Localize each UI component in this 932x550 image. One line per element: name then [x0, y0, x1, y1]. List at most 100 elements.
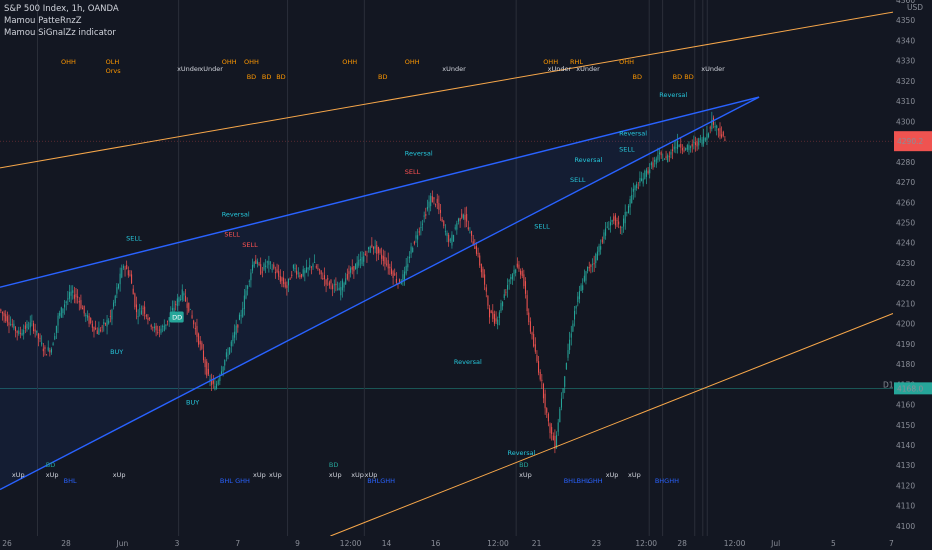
- time-tick-label: 21: [532, 539, 542, 548]
- candle-body: [431, 196, 433, 203]
- candle-body: [301, 274, 303, 277]
- candle-body: [680, 143, 682, 148]
- time-tick-label: 12:00: [487, 539, 509, 548]
- candle-body: [654, 159, 656, 162]
- candle-body: [672, 149, 674, 152]
- time-tick-label: 28: [677, 539, 687, 548]
- candle-body: [508, 280, 510, 282]
- time-tick-label: 7: [889, 539, 894, 548]
- xunder-label: xUnder: [701, 65, 725, 73]
- trend-lines[interactable]: [0, 11, 894, 537]
- time-tick-label: 23: [592, 539, 602, 548]
- candle-body: [386, 263, 388, 265]
- candle-body: [98, 328, 100, 335]
- candle-body: [327, 278, 329, 280]
- candle-body: [62, 308, 64, 314]
- candle-body: [225, 352, 227, 358]
- signal-label: SELL: [619, 146, 635, 154]
- candlestick-series: [0, 111, 726, 454]
- bottom-pattern-label: xUp: [46, 471, 59, 479]
- candle-body: [402, 274, 404, 282]
- time-tick-label: 28: [61, 539, 71, 548]
- candle-body: [258, 263, 260, 265]
- candle-body: [322, 278, 324, 280]
- candle-body: [379, 249, 381, 253]
- candle-body: [119, 273, 121, 285]
- symbol-title[interactable]: S&P 500 Index, 1h, OANDA: [4, 4, 119, 14]
- candle-body: [500, 303, 502, 312]
- price-tick-label: 4150: [896, 421, 915, 430]
- candle-body: [157, 331, 159, 333]
- candle-body: [647, 170, 649, 174]
- candle-body: [544, 393, 546, 409]
- candle-body: [139, 308, 141, 310]
- level-line-label: D1: [883, 380, 894, 389]
- price-axis[interactable]: 4100411041204130414041504160417041804190…: [883, 0, 932, 550]
- top-pattern-label: BD: [632, 73, 641, 81]
- indicator-signalzz[interactable]: Mamou SiGnalZz indicator: [4, 28, 116, 38]
- bottom-pattern-label: BHLGHH: [367, 477, 395, 485]
- candle-body: [405, 265, 407, 274]
- bottom-pattern-label: BHLBHL: [564, 477, 590, 485]
- candle-body: [659, 152, 661, 155]
- candle-body: [309, 265, 311, 268]
- candle-body: [423, 215, 425, 217]
- candle-body: [348, 271, 350, 275]
- candle-body: [711, 119, 713, 130]
- candle-body: [462, 214, 464, 219]
- candle-body: [372, 246, 375, 250]
- candle-body: [57, 315, 59, 326]
- candle-body: [238, 314, 240, 320]
- candle-body: [430, 195, 432, 207]
- time-tick-label: 14: [382, 539, 392, 548]
- candle-body: [196, 326, 198, 337]
- candle-body: [433, 197, 435, 200]
- candle-body: [325, 279, 327, 285]
- signal-label: Reversal: [405, 150, 433, 158]
- candle-body: [624, 211, 626, 224]
- candle-body: [109, 316, 111, 317]
- signal-label: Reversal: [659, 91, 687, 99]
- candle-body: [168, 317, 170, 321]
- top-pattern-label: Orvs: [106, 67, 122, 75]
- candle-body: [247, 285, 249, 289]
- candle-body: [698, 138, 700, 146]
- candle-body: [132, 288, 134, 295]
- candle-body: [199, 340, 201, 345]
- indicator-patternz[interactable]: Mamou PatteRnzZ: [4, 16, 82, 26]
- candle-body: [26, 323, 28, 329]
- candle-body: [657, 154, 659, 160]
- candle-body: [457, 218, 459, 222]
- candle-body: [541, 379, 543, 381]
- price-tick-label: 4200: [896, 320, 915, 329]
- candle-body: [297, 272, 299, 274]
- channel-lower-line: [330, 313, 894, 537]
- candle-body: [278, 271, 280, 277]
- candle-body: [420, 227, 422, 228]
- candle-body: [564, 376, 566, 387]
- candle-body: [547, 413, 549, 422]
- bottom-pattern-label: BD: [46, 461, 55, 469]
- candle-body: [1, 311, 3, 314]
- time-axis[interactable]: 26 28 Jun 3 7 9 12:00 14 16 12:00 21 23 12:00 28 12:00…: [0, 536, 932, 550]
- candle-body: [6, 316, 8, 323]
- top-pattern-label: BD: [684, 73, 693, 81]
- candle-body: [652, 162, 654, 168]
- candle-body: [335, 283, 337, 286]
- candle-body: [665, 156, 667, 159]
- price-tick-label: 4260: [896, 198, 915, 207]
- candle-body: [456, 223, 458, 230]
- candle-body: [694, 142, 697, 146]
- candle-body: [466, 213, 468, 222]
- candle-body: [276, 269, 278, 273]
- candle-body: [598, 245, 600, 252]
- price-axis-bg: [893, 0, 932, 550]
- candle-body: [407, 264, 409, 268]
- candle-body: [693, 141, 695, 144]
- candle-body: [552, 435, 554, 441]
- candle-body: [220, 371, 222, 375]
- candle-body: [245, 290, 247, 299]
- price-tick-label: 4210: [896, 299, 915, 308]
- price-tick-label: 4230: [896, 259, 915, 268]
